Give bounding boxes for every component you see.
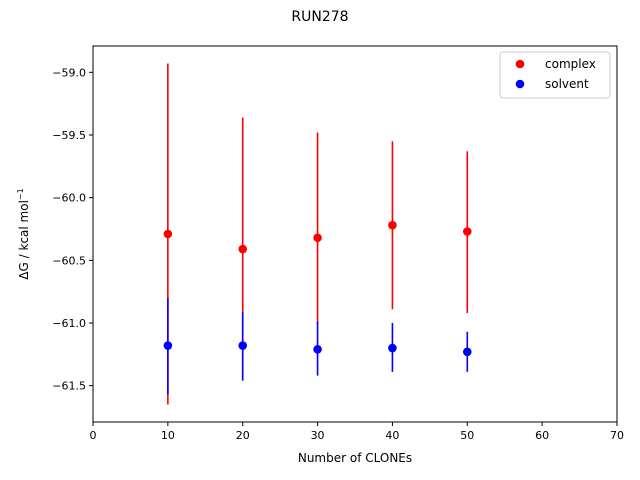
y-tick-label: −61.0	[52, 317, 86, 330]
y-tick-label: −60.5	[52, 254, 86, 267]
data-point-solvent	[238, 341, 248, 350]
x-tick-label: 30	[311, 429, 325, 442]
data-point-solvent	[163, 341, 173, 350]
data-point-solvent	[313, 345, 322, 354]
y-tick-label: −61.5	[52, 380, 86, 393]
data-point-complex	[238, 244, 248, 254]
y-axis-label-exponent: −1	[16, 188, 25, 200]
data-point-complex	[462, 227, 472, 236]
y-axis-label: ΔG / kcal mol−1	[16, 188, 31, 279]
data-point-complex	[388, 220, 397, 230]
y-tick-label: −60.0	[52, 192, 86, 205]
axes-frame	[92, 45, 618, 423]
legend-box	[499, 51, 611, 99]
x-tick-label: 20	[236, 429, 250, 442]
legend: complex solvent	[499, 51, 611, 99]
data-point-complex	[313, 233, 322, 243]
x-tick-label: 40	[385, 429, 399, 442]
y-tick-label: −59.0	[52, 66, 86, 79]
data-point-solvent	[462, 347, 472, 357]
x-tick-label: 70	[610, 429, 624, 442]
plot-area	[163, 63, 472, 405]
data-point-solvent	[388, 343, 397, 353]
x-tick-label: 60	[535, 429, 549, 442]
legend-marker-solvent	[515, 79, 525, 89]
x-axis-label: Number of CLONEs	[298, 451, 412, 465]
y-tick-label: −59.5	[52, 129, 86, 142]
x-tick-label: 10	[161, 429, 175, 442]
data-point-complex	[163, 229, 173, 239]
legend-label-solvent: solvent	[545, 77, 589, 91]
chart-title: RUN278	[291, 9, 348, 25]
legend-marker-complex	[515, 59, 525, 69]
y-axis-label-text: ΔG / kcal mol	[17, 200, 31, 280]
legend-label-complex: complex	[545, 57, 596, 71]
x-tick-label: 50	[460, 429, 474, 442]
axes: 0 10 20 30 40 50 60 70 −59.0 −59.5 −60.0 −60.5 −61.0…	[52, 66, 624, 442]
series-solvent	[163, 297, 472, 395]
x-tick-label: 0	[90, 429, 97, 442]
